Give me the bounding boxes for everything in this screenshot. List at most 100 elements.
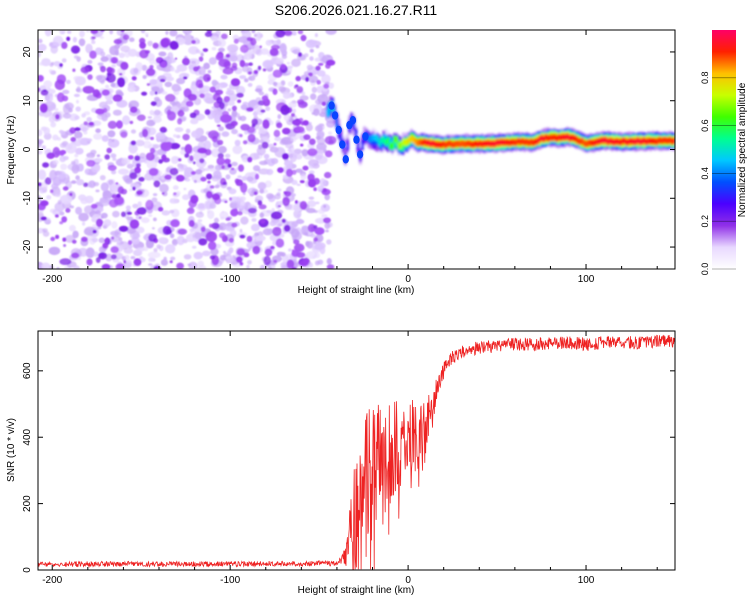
snr-panel: -200 -100 0 100 0 200 400 600 Height of straigh… [6, 330, 676, 596]
signal-track-knot [356, 150, 364, 159]
noise-blob-light [191, 130, 201, 138]
noise-blob-light [281, 54, 287, 60]
noise-blob-dark [110, 56, 119, 64]
noise-blob-light [99, 175, 106, 181]
noise-blob-light [43, 127, 50, 136]
signal-track-knot [362, 132, 369, 141]
noise-blob-dark [239, 234, 246, 239]
noise-blob-dark [132, 186, 136, 191]
noise-blob-dark [117, 77, 126, 88]
noise-blob-light [130, 237, 140, 245]
noise-blob-light [161, 210, 170, 216]
noise-blob-dark [149, 64, 154, 70]
signal-track-segment [612, 138, 616, 146]
noise-blob-light [54, 194, 59, 197]
noise-blob-light [176, 190, 181, 196]
noise-blob-light [305, 251, 318, 260]
noise-blob-light [258, 144, 263, 150]
noise-blob-light [96, 154, 101, 158]
noise-blob-dark [313, 237, 319, 242]
noise-blob-light [265, 39, 273, 46]
noise-blob-dark [191, 40, 197, 44]
colorbar-tick-label: 0.6 [700, 119, 710, 132]
noise-blob-dark [138, 216, 142, 219]
signal-track-segment [593, 139, 597, 146]
signal-track-segment [484, 140, 488, 148]
noise-blob-light [165, 76, 174, 82]
noise-blob-dark [283, 30, 293, 36]
noise-blob-dark [260, 219, 266, 224]
noise-blob-dark [169, 260, 173, 264]
noise-blob-dark [187, 93, 197, 101]
noise-blob-light [156, 244, 161, 249]
signal-track-segment [429, 140, 433, 148]
noise-blob-dark [202, 73, 211, 83]
noise-blob-dark [192, 161, 196, 165]
noise-blob-dark [113, 38, 123, 45]
noise-blob-dark [261, 141, 269, 149]
noise-blob-dark [300, 34, 307, 42]
noise-blob-dark [230, 120, 238, 127]
noise-blob-dark [273, 129, 281, 138]
noise-blob-light [84, 226, 96, 236]
noise-blob-light [280, 233, 285, 238]
noise-blob-light [158, 237, 166, 244]
noise-blob-dark [223, 61, 231, 69]
noise-blob-dark [324, 135, 337, 145]
signal-track-segment [600, 137, 603, 144]
noise-blob-light [82, 221, 86, 226]
noise-blob-light [328, 82, 334, 89]
snr-x-tick-label: 0 [405, 575, 411, 586]
signal-track-segment [448, 139, 452, 147]
signal-track-segment [587, 139, 591, 147]
noise-blob-dark [152, 42, 159, 49]
snr-frame [37, 330, 676, 571]
noise-blob-light [241, 176, 247, 181]
noise-blob-dark [237, 99, 242, 103]
noise-blob-dark [69, 127, 77, 134]
signal-track-segment [533, 138, 537, 146]
noise-blob-light [124, 254, 130, 260]
noise-blob-dark [253, 70, 259, 75]
noise-blob-light [66, 79, 71, 85]
signal-track-knot [328, 101, 335, 110]
noise-blob-light [77, 137, 82, 142]
noise-blob-light [133, 67, 139, 74]
noise-blob-light [195, 211, 204, 218]
noise-blob-dark [283, 224, 291, 232]
noise-blob-dark [89, 50, 97, 59]
noise-blob-light [202, 92, 214, 103]
noise-blob-light [299, 55, 307, 61]
noise-blob-dark [160, 142, 172, 152]
noise-blob-light [160, 259, 168, 266]
noise-blob-light [38, 62, 45, 66]
noise-blob-dark [54, 214, 59, 218]
noise-blob-light [48, 69, 53, 73]
noise-blob-light [111, 170, 117, 175]
noise-blob-light [325, 30, 337, 35]
noise-blob-light [326, 258, 332, 265]
noise-blob-light [286, 151, 298, 159]
noise-blob-light [251, 218, 257, 222]
noise-blob-light [142, 75, 147, 79]
noise-blob-light [321, 74, 331, 84]
noise-blob-light [211, 47, 217, 51]
noise-blob-light [38, 43, 47, 52]
noise-blob-dark [161, 192, 165, 195]
noise-blob-light [136, 153, 139, 156]
noise-blob-light [45, 96, 53, 102]
noise-blob-light [243, 53, 252, 61]
noise-blob-dark [120, 61, 129, 71]
noise-blob-light [183, 254, 192, 260]
noise-blob-dark [120, 30, 125, 33]
noise-blob-light [78, 212, 89, 222]
noise-blob-light [78, 38, 86, 47]
noise-blob-light [110, 82, 116, 88]
noise-blob-dark [313, 225, 318, 229]
noise-blob-light [293, 259, 297, 263]
noise-blob-light [52, 209, 61, 216]
noise-blob-dark [262, 119, 270, 129]
noise-blob-light [146, 119, 156, 127]
noise-blob-light [287, 81, 294, 87]
noise-blob-light [194, 232, 202, 240]
